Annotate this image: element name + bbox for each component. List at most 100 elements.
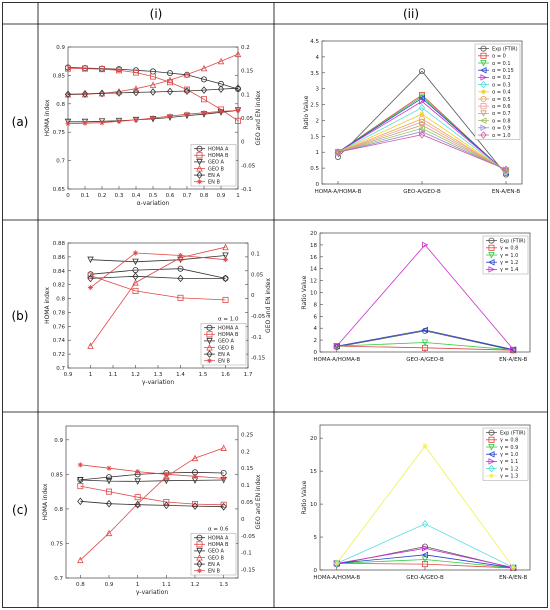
data-point [134,478,141,485]
y2-tick-label: -0.15 [241,568,256,574]
data-point [217,85,225,93]
legend-marker [488,251,495,259]
data-point [222,252,229,259]
series-line [336,523,514,568]
data-point [418,122,426,129]
data-point [132,69,139,76]
data-point [234,117,241,124]
data-point [77,497,84,506]
series-line [336,329,514,350]
y-tick-label: 3.5 [310,71,319,77]
legend-label: Exp (FTIR) [500,238,526,244]
y-tick-label: 0.76 [53,324,66,330]
y-tick-label: 8 [314,302,318,308]
y-tick-label: 3 [316,87,320,93]
y-tick-label: 10 [310,502,317,508]
x-tick-label: 0.5 [149,193,158,199]
legend-marker [480,103,487,110]
data-point [77,477,84,484]
y2-tick-label: 0.15 [241,466,254,472]
data-point [132,88,140,97]
chart-a-i: 0.65 0.7 0.75 0.8 0.85 0.9 -0.1 -0.05 0 0.05 0.1 0.… [44,45,262,207]
legend-label: EN A [208,562,220,568]
data-point [192,473,198,479]
legend-marker [196,171,203,179]
y-tick-label: 1 [316,150,320,156]
data-point [149,88,157,96]
legend-label: α = 0.2 [492,75,511,81]
y-tick-label: 5 [314,535,318,541]
data-point [234,84,242,93]
data-point [99,120,105,126]
data-point [421,556,429,563]
data-point [105,499,113,508]
x-tick-label: 0.9 [105,582,114,588]
x-tick-label: GEO-A/GEO-B [406,357,444,363]
legend-label: EN A [218,352,230,358]
legend-marker [206,344,213,351]
legend-label: γ = 0.9 [500,445,518,451]
legend-label: γ = 1.1 [500,459,518,465]
legend-label: GEO A [208,549,225,555]
y-tick-label: 0.86 [53,255,66,261]
series-line [80,447,224,561]
y-tick-label: 6 [314,314,318,320]
data-point [200,86,208,94]
legend-marker [480,131,487,139]
data-point [222,243,229,251]
data-point [335,149,341,155]
y2-tick-label: -0.15 [251,356,266,362]
series-line [67,87,239,95]
data-point [421,241,429,249]
y-tick-label: 0.5 [310,166,319,172]
y-tick-label: 20 [310,436,317,442]
x-tick-label: 1 [136,582,140,588]
data-point [132,250,139,256]
series-line [337,134,507,170]
chart-b-ii: 0 2 4 6 8 10 12 14 16 18 20 HOMA-A/HOMA-B GEO-A/GEO-… [301,231,531,363]
data-point [134,500,141,509]
y-tick-label: 16 [310,255,317,261]
data-point [149,73,156,80]
data-point [64,90,72,99]
data-point [77,556,84,564]
series-line [336,345,514,351]
legend-marker [488,429,495,436]
data-point [421,545,429,552]
legend-marker [480,124,487,132]
series-line [80,471,224,481]
data-point [418,94,426,102]
y-tick-label: 0.8 [56,102,65,108]
x-tick-label: 0.7 [183,193,192,199]
y2-tick-label: 0.1 [241,483,250,489]
data-point [418,115,425,122]
legend-marker [480,96,487,103]
legend-marker [488,450,495,458]
x-axis-label: α-variation [137,200,170,207]
x-tick-label: EN-A/EN-B [492,189,520,195]
legend-marker [196,534,203,541]
data-point [149,81,157,88]
legend-label: γ = 1.0 [500,253,518,259]
data-point [133,117,139,123]
legend-label: EN B [218,359,230,365]
data-point [235,107,241,114]
y-tick-label: 0.82 [53,283,65,289]
legend-label: γ = 1.3 [500,474,518,480]
legend-marker [196,179,203,185]
x-axis-label: γ-variation [136,589,168,596]
series-line [68,68,239,122]
data-point [421,339,429,346]
data-point [418,103,426,112]
data-point [220,502,227,511]
y2-tick-label: 0 [241,140,245,146]
data-point [105,478,113,485]
legend-label: α = 0.1 [492,61,511,67]
legend-marker [488,443,495,451]
series-line [337,100,507,173]
data-point [221,475,227,481]
legend-label: α = 0.6 [492,104,511,110]
series-line [337,121,507,172]
